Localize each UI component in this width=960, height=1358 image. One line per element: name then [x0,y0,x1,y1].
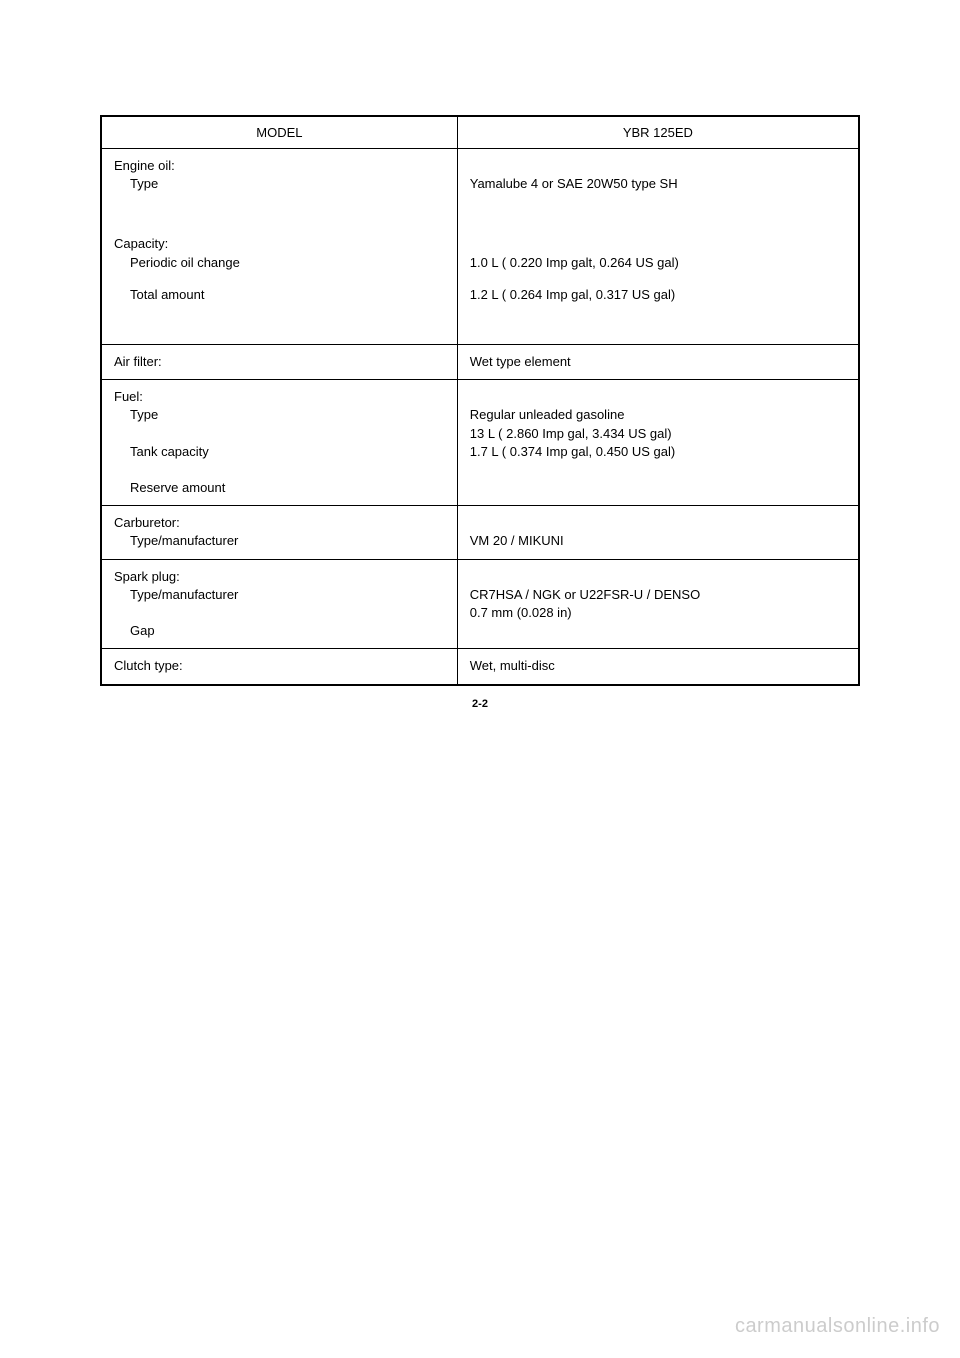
model-header-label: MODEL [101,116,457,149]
tank-label: Tank capacity [114,443,445,461]
air-filter-value: Wet type element [457,344,859,379]
page-container: MODEL YBR 125ED Engine oil: Type Capacit… [0,0,960,710]
fuel-values: Regular unleaded gasoline 13 L ( 2.860 I… [457,380,859,506]
fuel-row: Fuel: Type Tank capacity Reserve amount … [101,380,859,506]
periodic-value: 1.0 L ( 0.220 Imp galt, 0.264 US gal) [470,255,679,270]
carburetor-values: VM 20 / MIKUNI [457,506,859,559]
fuel-type-value: Regular unleaded gasoline [470,407,625,422]
carburetor-type-label: Type/manufacturer [114,532,445,550]
fuel-label: Fuel: [114,389,143,404]
clutch-row: Clutch type: Wet, multi-disc [101,649,859,685]
specifications-table: MODEL YBR 125ED Engine oil: Type Capacit… [100,115,860,686]
engine-oil-labels: Engine oil: Type Capacity: Periodic oil … [101,149,457,345]
carburetor-label: Carburetor: [114,515,180,530]
page-number: 2-2 [100,698,860,710]
spark-plug-type-label: Type/manufacturer [114,586,445,604]
air-filter-label: Air filter: [101,344,457,379]
spark-plug-label: Spark plug: [114,569,180,584]
watermark: carmanualsonline.info [735,1315,940,1338]
fuel-type-label: Type [114,406,445,424]
tank-value: 13 L ( 2.860 Imp gal, 3.434 US gal) [470,426,672,441]
reserve-value: 1.7 L ( 0.374 Imp gal, 0.450 US gal) [470,444,675,459]
model-header-value: YBR 125ED [457,116,859,149]
total-value: 1.2 L ( 0.264 Imp gal, 0.317 US gal) [470,287,675,302]
engine-oil-label: Engine oil: [114,158,175,173]
reserve-label: Reserve amount [114,479,445,497]
gap-label: Gap [114,622,445,640]
carburetor-row: Carburetor: Type/manufacturer VM 20 / MI… [101,506,859,559]
spark-plug-row: Spark plug: Type/manufacturer Gap CR7HSA… [101,559,859,649]
gap-value: 0.7 mm (0.028 in) [470,605,572,620]
spark-plug-labels: Spark plug: Type/manufacturer Gap [101,559,457,649]
spark-plug-type-value: CR7HSA / NGK or U22FSR-U / DENSO [470,587,700,602]
carburetor-type-value: VM 20 / MIKUNI [470,533,564,548]
engine-oil-type-label: Type [114,175,445,193]
fuel-labels: Fuel: Type Tank capacity Reserve amount [101,380,457,506]
engine-oil-type-value: Yamalube 4 or SAE 20W50 type SH [470,176,678,191]
carburetor-labels: Carburetor: Type/manufacturer [101,506,457,559]
table-header-row: MODEL YBR 125ED [101,116,859,149]
air-filter-row: Air filter: Wet type element [101,344,859,379]
engine-oil-values: Yamalube 4 or SAE 20W50 type SH 1.0 L ( … [457,149,859,345]
spark-plug-values: CR7HSA / NGK or U22FSR-U / DENSO 0.7 mm … [457,559,859,649]
capacity-label: Capacity: [114,236,168,251]
clutch-label: Clutch type: [101,649,457,685]
total-label: Total amount [114,286,445,304]
engine-oil-row: Engine oil: Type Capacity: Periodic oil … [101,149,859,345]
clutch-value: Wet, multi-disc [457,649,859,685]
periodic-label: Periodic oil change [114,254,445,272]
